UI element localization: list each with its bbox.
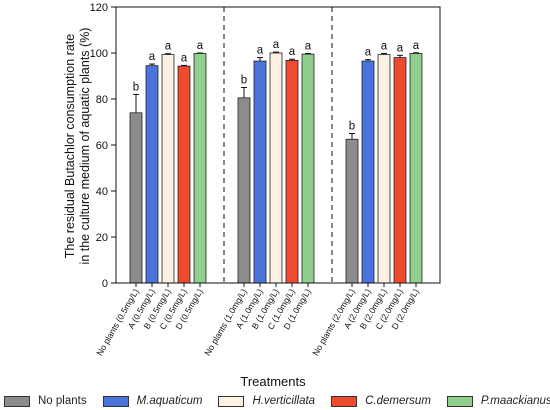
axes bbox=[115, 6, 441, 284]
y-tick-label: 40 bbox=[96, 186, 108, 198]
y-tick-label: 80 bbox=[96, 94, 108, 106]
legend-item: M.aquaticum bbox=[102, 395, 203, 407]
significance-letter: a bbox=[181, 52, 188, 64]
bar bbox=[285, 59, 299, 284]
group-separators bbox=[223, 7, 333, 283]
significance-letter: a bbox=[413, 40, 420, 52]
legend-swatch bbox=[218, 395, 245, 407]
significance-letter: a bbox=[289, 46, 296, 58]
bar bbox=[345, 138, 359, 284]
bar bbox=[253, 60, 267, 284]
plot-frame bbox=[115, 6, 441, 284]
y-axis-label-line2: in the culture medium of aquatic plants … bbox=[78, 28, 92, 265]
y-tick-label: 0 bbox=[102, 278, 108, 290]
legend-swatch bbox=[446, 395, 473, 407]
bar bbox=[193, 53, 207, 284]
legend-label: P.maackianus bbox=[480, 395, 550, 407]
significance-letter: a bbox=[305, 40, 312, 52]
legend-item: C.demersum bbox=[331, 395, 431, 407]
legend-label: M.aquaticum bbox=[136, 395, 203, 407]
significance-letter: b bbox=[241, 75, 247, 87]
y-tick-label: 100 bbox=[90, 48, 108, 60]
legend-item: P.maackianus bbox=[446, 395, 550, 407]
legend-label: No plants bbox=[38, 395, 87, 407]
legend-swatch bbox=[102, 395, 129, 407]
bar bbox=[361, 60, 375, 284]
significance-letter: a bbox=[365, 47, 372, 59]
significance-letter: a bbox=[273, 39, 280, 51]
significance-letter: b bbox=[133, 81, 139, 93]
legend-label: C.demersum bbox=[365, 395, 431, 407]
y-axis-label-line1: The residual Butachlor consumption rate bbox=[63, 34, 77, 258]
bar bbox=[177, 65, 191, 284]
bar bbox=[393, 57, 407, 284]
significance-letter: a bbox=[149, 51, 156, 63]
legend-swatch bbox=[4, 395, 30, 407]
y-tick-label: 20 bbox=[96, 232, 108, 244]
x-axis-tick-labels: No plants (0.5mg/L)A (0.5mg/L)B (0.5mg/L… bbox=[94, 283, 421, 357]
significance-letter: a bbox=[257, 45, 264, 57]
significance-letter: a bbox=[397, 42, 404, 54]
significance-letter: a bbox=[165, 41, 172, 53]
legend-item: H.verticillata bbox=[218, 395, 315, 407]
bar bbox=[161, 54, 175, 284]
y-axis-ticks: 0 20 40 60 80 100 120 bbox=[90, 2, 116, 290]
x-axis-title: Treatments bbox=[240, 374, 306, 389]
bar-chart: The residual Butachlor consumption rate … bbox=[63, 2, 441, 389]
bar bbox=[301, 53, 315, 284]
bar bbox=[377, 54, 391, 284]
significance-letter: b bbox=[349, 121, 355, 133]
legend-label: H.verticillata bbox=[252, 395, 316, 407]
bar bbox=[237, 97, 251, 284]
bar bbox=[269, 52, 283, 284]
legend: No plants M.aquaticum H.verticillata C.deme… bbox=[4, 393, 550, 409]
legend-item: No plants bbox=[4, 395, 87, 407]
bar bbox=[129, 112, 143, 284]
y-axis-title: The residual Butachlor consumption rate … bbox=[63, 28, 92, 265]
bar bbox=[145, 65, 159, 284]
significance-letter: a bbox=[197, 40, 204, 52]
bar bbox=[409, 53, 423, 284]
y-tick-label: 60 bbox=[96, 140, 108, 152]
y-tick-label: 120 bbox=[90, 2, 108, 14]
significance-letter: a bbox=[381, 40, 388, 52]
legend-swatch bbox=[331, 395, 358, 407]
